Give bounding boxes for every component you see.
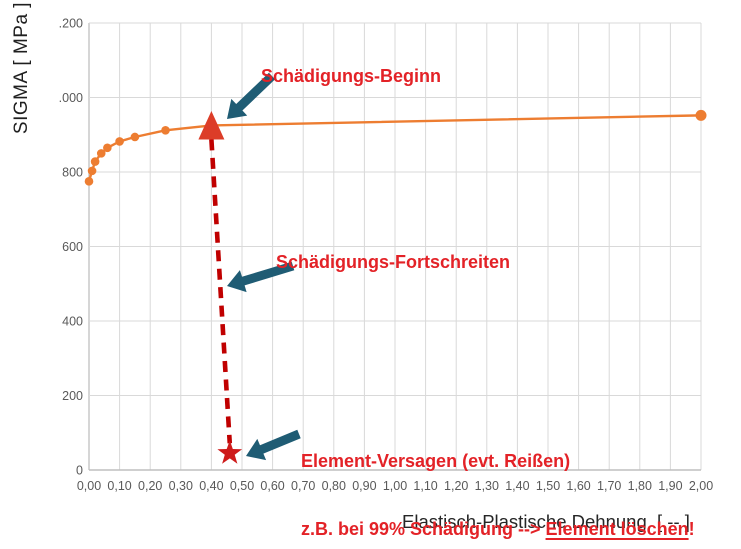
x-tick-label: 1,10 [413, 479, 437, 493]
data-point-marker [84, 177, 94, 186]
x-tick-label: 0,20 [138, 479, 162, 493]
x-tick-label: 1,00 [383, 479, 407, 493]
data-point-marker [96, 149, 106, 158]
annotation-line2-prefix: z.B. bei 99% Schädigung --> [301, 518, 546, 539]
x-tick-label: 1,60 [566, 479, 590, 493]
x-tick-label: 1,50 [536, 479, 560, 493]
annotation-element-failure-line2: z.B. bei 99% Schädigung --> Element lösc… [301, 518, 695, 541]
y-tick-label: .200 [59, 17, 83, 31]
x-tick-label: 1,20 [444, 479, 468, 493]
annotation-line2-suffix: ! [688, 518, 695, 539]
annotation-damage-begin: Schädigungs-Beginn [261, 66, 441, 86]
x-axis-title: Elastisch-Plastische Dehnung [ -- ] [402, 511, 690, 532]
x-tick-label: 0,00 [77, 479, 101, 493]
data-point-marker [115, 137, 124, 146]
y-tick-label: 400 [62, 315, 83, 329]
stress-strain-curve [84, 109, 707, 186]
x-tick-label: 0,80 [322, 479, 346, 493]
callout-arrows [227, 72, 301, 461]
damage-progress-dashed-line [209, 139, 233, 444]
x-tick-label: 1,70 [597, 479, 621, 493]
x-tick-label: 0,50 [230, 479, 254, 493]
x-tick-label: 0,40 [199, 479, 223, 493]
y-tick-label: .000 [59, 91, 83, 105]
y-tick-label: 600 [62, 240, 83, 254]
data-point-marker [695, 109, 707, 121]
y-tick-label: 200 [62, 389, 83, 403]
annotation-line2-underlined: Element löschen [545, 518, 689, 539]
damage-begin-marker [198, 110, 225, 140]
x-tick-label: 1,80 [628, 479, 652, 493]
y-tick-label: 0 [76, 464, 83, 478]
data-point-marker [130, 132, 140, 142]
data-point-marker [161, 125, 170, 135]
x-tick-label: 0,60 [260, 479, 284, 493]
x-tick-label: 0,90 [352, 479, 376, 493]
data-point-marker [87, 166, 97, 176]
annotation-element-failure-line1: Element-Versagen (evt. Reißen) [301, 451, 571, 471]
x-tick-label: 0,70 [291, 479, 315, 493]
element-failure-marker [217, 440, 243, 464]
arrow-to-damage-progress [227, 261, 295, 293]
x-tick-label: 1,30 [475, 479, 499, 493]
damage-begin-triangle-marker [198, 110, 225, 140]
arrow-to-damage-begin [227, 72, 276, 119]
x-tick-label: 1,90 [658, 479, 682, 493]
data-point-marker [90, 157, 100, 166]
element-failure-star-marker [217, 440, 243, 464]
damage-path [209, 139, 233, 444]
annotation-damage-progress: Schädigungs-Fortschreiten [276, 252, 511, 272]
x-tick-label: 1,40 [505, 479, 529, 493]
x-tick-label: 2,00 [689, 479, 713, 493]
arrow-to-element-failure [246, 429, 301, 461]
x-tick-label: 0,30 [169, 479, 193, 493]
data-point-marker [103, 143, 112, 153]
annotation-element-failure: Element-Versagen (evt. Reißen) z.B. bei … [301, 405, 695, 549]
gridlines [88, 22, 702, 471]
tick-labels: 0 200 400 600 800 .000 .200 0,00 0,10 0,20 0,30 0,4… [59, 17, 714, 494]
y-axis-title: SIGMA [ MPa ] [11, 1, 32, 135]
x-tick-label: 0,10 [107, 479, 131, 493]
y-tick-label: 800 [62, 166, 83, 180]
